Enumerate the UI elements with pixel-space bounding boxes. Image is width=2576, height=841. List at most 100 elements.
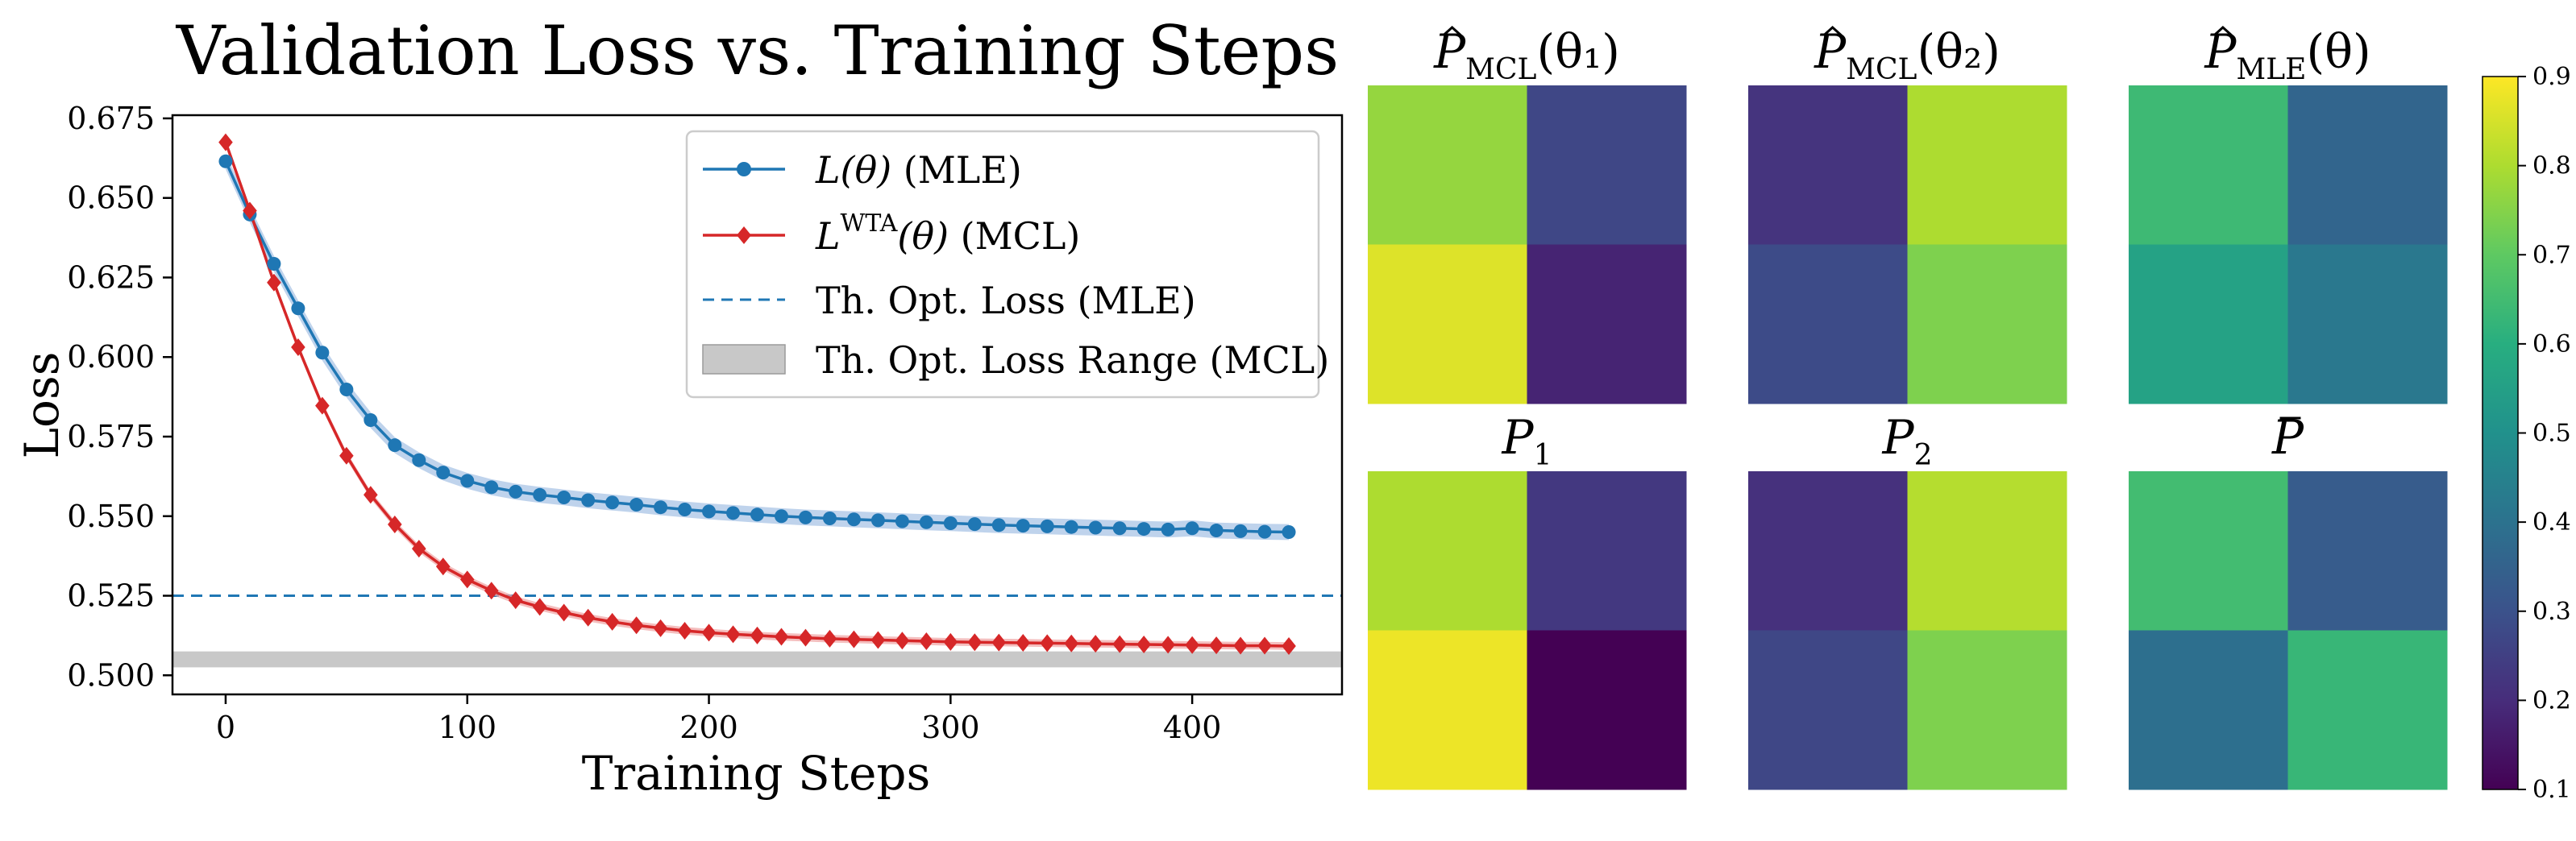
heatmap-grid: PMCL(θ₁) PMCL(θ₂) PMLE(θ) P1 P2 P xyxy=(1368,24,2448,790)
colorbar-ticks: 0.1 0.2 0.3 0.4 0.5 0.6 0.7 0.8 0.9 xyxy=(2518,63,2571,804)
mcl-marker-step-120 xyxy=(508,591,523,610)
x-axis: 0 100 200 300 400 xyxy=(216,694,1221,745)
mle-marker-step-250 xyxy=(822,512,837,526)
mle-marker-step-270 xyxy=(870,513,885,528)
opt-loss-range-band xyxy=(172,651,1342,668)
mle-marker-step-140 xyxy=(557,490,571,504)
heatmap-P_MLE_theta-cell-1-1 xyxy=(2287,244,2448,404)
mcl-marker-step-100 xyxy=(459,570,475,589)
mle-marker-step-200 xyxy=(702,504,717,519)
heatmap-P1-cell-1-1 xyxy=(1527,630,1687,790)
y-tick-label-0.550: 0.550 xyxy=(67,499,155,534)
colorbar-tick-label-0.8: 0.8 xyxy=(2532,152,2571,180)
heatmap-title-P_MCL_theta1: PMCL(θ₁) xyxy=(1433,24,1620,86)
colorbar-tick-label-0.2: 0.2 xyxy=(2532,686,2571,715)
mle-marker-step-160 xyxy=(605,495,620,510)
mle-marker-step-370 xyxy=(1112,521,1127,536)
mle-marker-step-40 xyxy=(315,346,330,360)
heatmap-P_MLE_theta: PMLE(θ) xyxy=(2129,24,2448,404)
colorbar-tick-label-0.6: 0.6 xyxy=(2532,330,2571,358)
y-tick-label-0.575: 0.575 xyxy=(67,419,155,454)
legend-entry-mle: L(θ) (MLE) xyxy=(703,148,1022,192)
mcl-marker-step-310 xyxy=(967,633,983,652)
mcl-marker-step-60 xyxy=(364,486,378,504)
mcl-marker-step-140 xyxy=(556,603,571,622)
colorbar-tick-label-0.4: 0.4 xyxy=(2532,508,2571,536)
mle-marker-step-440 xyxy=(1282,525,1296,540)
y-axis: 0.500 0.525 0.550 0.575 0.600 0.625 0.650 0.675 xyxy=(67,101,172,693)
mcl-marker-step-280 xyxy=(895,632,910,650)
mcl-marker-step-360 xyxy=(1088,635,1103,653)
mcl-marker-step-400 xyxy=(1185,636,1199,654)
mcl-marker-step-300 xyxy=(943,632,958,651)
heatmap-P1: P1 xyxy=(1368,410,1687,790)
hat-accent-icon xyxy=(2212,25,2233,37)
mcl-marker-step-80 xyxy=(411,540,426,558)
mcl-marker-step-30 xyxy=(291,338,305,356)
mcl-marker-step-410 xyxy=(1209,636,1224,655)
y-tick-label-0.500: 0.500 xyxy=(67,657,155,693)
heatmap-title-P2: P2 xyxy=(1882,410,1933,472)
mcl-marker-step-200 xyxy=(701,624,717,642)
y-tick-label-0.525: 0.525 xyxy=(67,578,155,614)
legend-opt-mcl-label: Th. Opt. Loss Range (MCL) xyxy=(816,338,1329,382)
mcl-marker-step-170 xyxy=(629,616,644,635)
mle-marker-step-0 xyxy=(218,154,233,168)
heatmap-P2-cell-1-1 xyxy=(1907,630,2067,790)
colorbar-tick-label-0.1: 0.1 xyxy=(2532,776,2571,804)
heatmap-P_bar: P xyxy=(2129,410,2448,790)
mle-marker-step-50 xyxy=(339,383,354,397)
mle-marker-step-260 xyxy=(846,512,861,527)
loss-chart: Validation Loss vs. Training Steps 0 100 2… xyxy=(15,11,1344,801)
legend-mle-label: L(θ) (MLE) xyxy=(815,148,1022,192)
heatmap-P1-cell-0-0 xyxy=(1368,471,1527,631)
heatmap-P_MCL_theta2-cell-0-1 xyxy=(1907,85,2067,245)
mle-marker-step-80 xyxy=(412,453,426,467)
y-axis-label: Loss xyxy=(15,352,69,459)
mcl-marker-step-10 xyxy=(243,201,257,220)
mle-markers xyxy=(218,154,1296,540)
mle-marker-step-410 xyxy=(1209,524,1224,538)
mle-marker-step-340 xyxy=(1040,519,1054,533)
mcl-marker-step-390 xyxy=(1161,636,1175,654)
mcl-marker-step-150 xyxy=(580,608,596,627)
mcl-marker-step-350 xyxy=(1064,634,1079,652)
heatmap-P_MCL_theta2-cell-0-0 xyxy=(1748,85,1908,245)
mcl-marker-step-230 xyxy=(774,628,789,646)
mle-marker-step-60 xyxy=(364,412,378,427)
mcl-marker-step-90 xyxy=(435,557,451,576)
plot-area xyxy=(172,133,1342,668)
heatmap-P2: P2 xyxy=(1748,410,2067,790)
y-tick-label-0.600: 0.600 xyxy=(67,339,155,375)
mcl-marker-step-190 xyxy=(677,621,692,640)
heatmap-P_MCL_theta1-cell-1-0 xyxy=(1368,244,1527,404)
mle-marker-step-230 xyxy=(774,509,788,524)
legend-entry-opt-mle: Th. Opt. Loss (MLE) xyxy=(703,279,1196,322)
mle-marker-step-390 xyxy=(1161,522,1175,536)
mcl-marker-step-220 xyxy=(750,626,765,644)
mle-marker-step-190 xyxy=(678,502,692,516)
mle-marker-step-430 xyxy=(1257,524,1272,539)
mle-marker-step-170 xyxy=(629,498,644,512)
heatmap-P_MCL_theta2-cell-1-0 xyxy=(1748,244,1908,404)
mle-marker-step-400 xyxy=(1185,521,1199,536)
mle-marker-step-110 xyxy=(484,480,499,495)
mle-marker-step-420 xyxy=(1233,524,1248,538)
mcl-markers xyxy=(218,133,1296,655)
mcl-marker-step-160 xyxy=(605,612,620,631)
heatmap-P_MLE_theta-cell-1-0 xyxy=(2129,244,2288,404)
mcl-marker-step-430 xyxy=(1257,636,1272,655)
x-tick-label-100: 100 xyxy=(438,710,497,745)
colorbar-tick-label-0.3: 0.3 xyxy=(2532,598,2571,626)
mle-marker-step-90 xyxy=(436,466,451,480)
heatmap-P_bar-cell-0-1 xyxy=(2287,471,2448,631)
mcl-marker-step-330 xyxy=(1016,634,1031,652)
legend-mcl-marker xyxy=(737,226,751,244)
heatmap-P2-cell-0-0 xyxy=(1748,471,1908,631)
mle-marker-step-180 xyxy=(654,500,668,515)
heatmap-P_MCL_theta1-cell-0-0 xyxy=(1368,85,1527,245)
mle-marker-step-280 xyxy=(895,514,909,528)
heatmap-P2-cell-1-0 xyxy=(1748,630,1908,790)
mle-marker-step-30 xyxy=(291,301,305,316)
